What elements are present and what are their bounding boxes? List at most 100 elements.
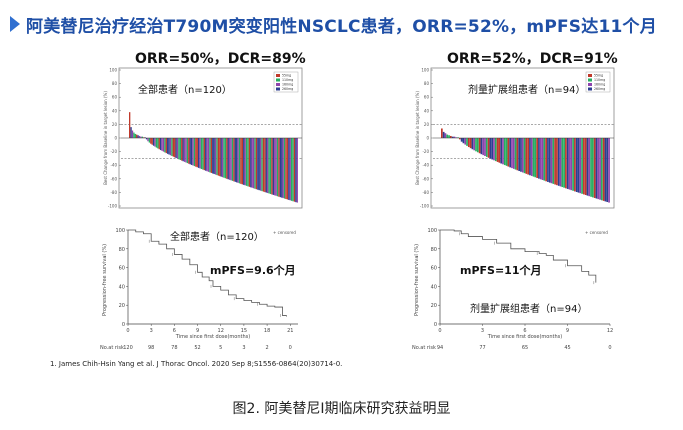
x-tick-label: 0 — [438, 328, 441, 334]
waterfall-bar — [286, 138, 289, 200]
at-risk-count: 78 — [171, 345, 177, 351]
at-risk-count: 0 — [608, 345, 611, 351]
waterfall-bar — [502, 138, 504, 165]
waterfall-bar — [565, 138, 567, 189]
waterfall-bar — [240, 138, 242, 184]
waterfall-bar — [285, 138, 287, 200]
waterfall-bar — [290, 138, 293, 201]
waterfall-bar — [527, 138, 530, 175]
at-risk-count: 52 — [194, 345, 200, 351]
x-tick-label: 3 — [150, 328, 153, 334]
waterfall-bar — [595, 138, 598, 199]
left-waterfall-chart: -100 -80 -60 -40 -20 0 20 40 60 80 100 Best Change… — [103, 68, 303, 209]
legend-swatch — [276, 74, 280, 77]
y-tick-label: -100 — [420, 204, 430, 209]
waterfall-bar — [485, 138, 488, 157]
waterfall-bar — [505, 138, 508, 166]
waterfall-bar — [491, 138, 494, 160]
waterfall-bar — [137, 135, 139, 138]
waterfall-bar — [193, 138, 196, 167]
waterfall-bar — [243, 138, 245, 185]
waterfall-bar — [493, 138, 495, 161]
waterfall-bar — [261, 138, 263, 192]
waterfall-bar — [532, 138, 535, 177]
right-waterfall-chart: -100 -80 -60 -40 -20 0 20 40 60 80 100 Best Change… — [415, 68, 615, 209]
waterfall-bar — [190, 138, 193, 165]
waterfall-bar — [147, 138, 149, 142]
waterfall-bar — [556, 138, 558, 186]
waterfall-bar — [205, 138, 207, 171]
y-tick-label: -40 — [422, 163, 429, 168]
waterfall-bar — [496, 138, 499, 162]
x-tick-label: 9 — [196, 328, 199, 334]
waterfall-bar — [167, 138, 169, 154]
y-tick-label: 40 — [119, 284, 125, 290]
waterfall-bar — [521, 138, 524, 173]
right-stats-heading: ORR=52%，DCR=91% — [447, 51, 618, 67]
km-xlabel: Time since first dose(months) — [487, 334, 562, 340]
at-risk-count: 120 — [123, 345, 133, 351]
waterfall-bar — [272, 138, 274, 195]
waterfall-bar — [144, 137, 146, 138]
at-risk-count: 3 — [242, 345, 245, 351]
y-tick-label: 60 — [424, 95, 430, 100]
km-mpfs-label: mPFS=9.6个月 — [210, 263, 296, 277]
waterfall-ylabel: Best Change from Baseline in target lesi… — [103, 91, 108, 185]
waterfall-bar — [172, 138, 174, 157]
waterfall-bar — [159, 138, 162, 151]
waterfall-bar — [143, 137, 145, 138]
y-tick-label: 80 — [431, 247, 437, 253]
waterfall-bar — [150, 138, 152, 144]
left-km-chart: 0 20 40 60 80 100 0 120 3 98 6 78 9 52 12 5 15 3 18 2 21 0 Pr… — [100, 228, 298, 351]
waterfall-bar — [248, 138, 251, 187]
waterfall-bar — [593, 138, 596, 198]
waterfall-bar — [552, 138, 555, 184]
x-tick-label: 12 — [607, 328, 613, 334]
waterfall-bar — [152, 138, 155, 146]
legend-swatch — [588, 78, 592, 82]
y-tick-label: 40 — [424, 108, 430, 113]
page-title: 阿美替尼治疗经治T790M突变阳性NSCLC患者，ORR=52%，mPFS达11… — [26, 17, 657, 37]
y-tick-label: -100 — [108, 204, 118, 209]
waterfall-bar — [259, 138, 262, 191]
x-tick-label: 0 — [126, 328, 129, 334]
waterfall-bar — [530, 138, 533, 176]
at-risk-label: No.at risk — [412, 345, 436, 351]
legend-entry: 55mg — [594, 74, 603, 78]
waterfall-bar — [606, 138, 609, 203]
waterfall-bar — [484, 138, 486, 157]
waterfall-bar — [214, 138, 217, 175]
waterfall-bar — [599, 138, 601, 200]
waterfall-bar — [529, 138, 531, 176]
waterfall-bar — [200, 138, 203, 170]
at-risk-count: 65 — [522, 345, 528, 351]
waterfall-bar — [489, 138, 492, 159]
waterfall-bar — [219, 138, 221, 177]
waterfall-bar — [203, 138, 205, 171]
waterfall-bar — [171, 138, 173, 156]
km-mpfs-label: mPFS=11个月 — [460, 263, 542, 277]
legend-swatch — [588, 83, 592, 86]
waterfall-bar — [511, 138, 513, 169]
waterfall-bar — [541, 138, 544, 180]
y-tick-label: 80 — [119, 247, 125, 253]
y-tick-label: 40 — [112, 108, 118, 113]
waterfall-bar — [169, 138, 172, 156]
waterfall-bar — [586, 138, 589, 196]
x-tick-label: 3 — [481, 328, 484, 334]
waterfall-bar — [588, 138, 591, 197]
waterfall-bar — [155, 138, 158, 148]
waterfall-bar — [597, 138, 600, 200]
waterfall-bar — [574, 138, 576, 192]
waterfall-bar — [469, 138, 472, 149]
y-tick-label: 20 — [119, 303, 125, 309]
waterfall-bar — [131, 130, 134, 138]
reference-citation: 1. James Chih-Hsin Yang et al. J Thorac … — [50, 360, 343, 368]
waterfall-bar — [188, 138, 190, 164]
waterfall-bar — [250, 138, 252, 188]
legend-swatch — [276, 78, 280, 82]
waterfall-bar — [258, 138, 260, 191]
waterfall-bar — [455, 137, 458, 138]
y-tick-label: 60 — [119, 266, 125, 272]
waterfall-bar — [195, 138, 197, 167]
